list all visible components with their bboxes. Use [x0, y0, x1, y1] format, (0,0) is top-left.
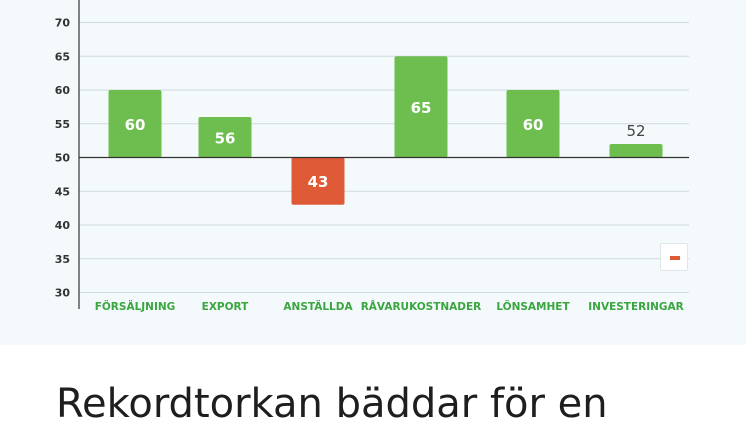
bar — [291, 157, 345, 205]
legend-swatch — [670, 256, 680, 260]
y-tick-label: 35 — [55, 253, 70, 266]
x-tick-label: INVESTERINGAR — [588, 301, 684, 313]
y-tick-label: 70 — [55, 17, 71, 30]
data-label: 60 — [523, 116, 544, 134]
y-tick-label: 45 — [55, 185, 70, 198]
bar — [609, 144, 663, 158]
data-label: 56 — [215, 129, 236, 147]
bar — [394, 56, 448, 158]
y-tick-label: 55 — [55, 118, 70, 131]
x-tick-label: FÖRSÄLJNING — [95, 299, 176, 313]
y-tick-label: 65 — [55, 50, 70, 63]
data-label: 52 — [626, 122, 645, 140]
y-tick-label: 40 — [55, 219, 71, 232]
bar-chart: 30 35 40 45 50 55 60 65 70 60 FÖRSÄLJNING 56 EXPORT 4… — [55, 0, 689, 313]
x-tick-label: RÅVARUKOSTNADER — [361, 300, 482, 313]
article-heading: Rekordtorkan bäddar för en — [56, 381, 608, 427]
bar — [108, 90, 162, 158]
x-tick-label: ANSTÄLLDA — [283, 299, 353, 313]
bar — [198, 117, 252, 158]
data-label: 65 — [411, 99, 432, 117]
data-label: 43 — [308, 173, 329, 191]
y-tick-label: 50 — [55, 152, 71, 165]
chart-panel: 30 35 40 45 50 55 60 65 70 60 FÖRSÄLJNING 56 EXPORT 4… — [0, 0, 746, 345]
legend[interactable] — [660, 243, 688, 271]
y-tick-label: 60 — [55, 84, 71, 97]
bar — [506, 90, 560, 158]
data-label: 60 — [125, 116, 146, 134]
x-tick-label: LÖNSAMHET — [496, 299, 570, 313]
x-tick-label: EXPORT — [202, 301, 250, 313]
y-tick-label: 30 — [55, 287, 71, 300]
